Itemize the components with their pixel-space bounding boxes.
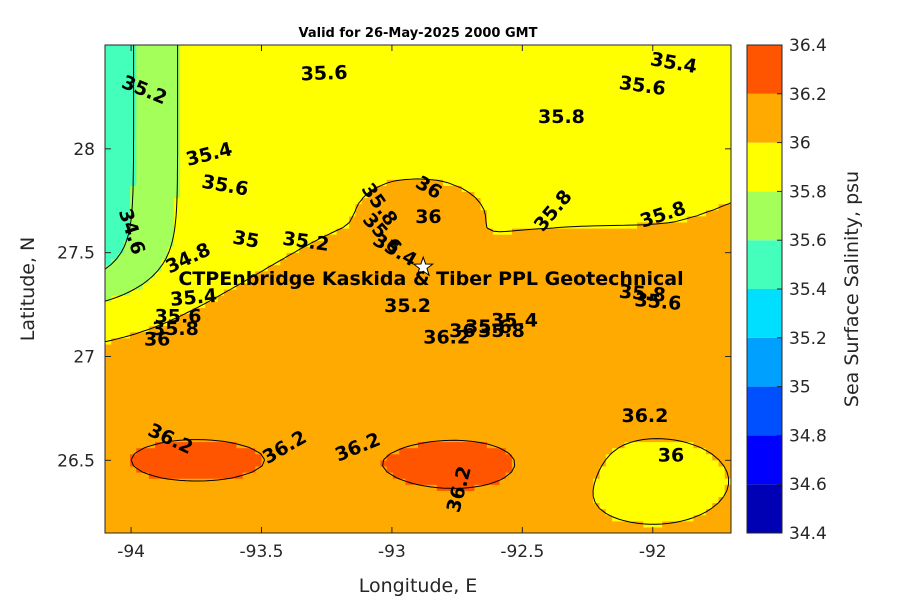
annotation-group: CTPEnbridge Kaskida & Tiber PPL Geotechn… bbox=[178, 255, 684, 290]
colorbar-segment bbox=[747, 93, 782, 143]
contour-line bbox=[105, 45, 179, 302]
colorbar-segment bbox=[747, 240, 782, 289]
contour-label: 35.6 bbox=[634, 289, 683, 315]
contour-label: 36 bbox=[449, 320, 475, 342]
contour-line bbox=[105, 45, 135, 270]
y-tick-label: 27 bbox=[73, 347, 95, 367]
colorbar: 34.4 34.6 34.8 35 35.2 35.4 35.6 35.8 36 36.2 36.4 bbox=[746, 36, 827, 544]
colorbar-tick-label: 35.6 bbox=[789, 231, 827, 251]
contour-label: 35.8 bbox=[478, 320, 525, 342]
colorbar-segment bbox=[747, 386, 782, 436]
contour-lines bbox=[105, 45, 731, 525]
colorbar-segment bbox=[747, 484, 782, 533]
contour-fills bbox=[105, 45, 731, 533]
x-axis-label: Longitude, E bbox=[359, 575, 478, 597]
y-tick-label: 27.5 bbox=[57, 244, 95, 264]
contour-label: 35.8 bbox=[538, 106, 585, 128]
colorbar-segment bbox=[747, 337, 782, 387]
contour-label: 35.6 bbox=[155, 306, 202, 328]
colorbar-tick-label: 35.4 bbox=[789, 280, 827, 300]
contour-line bbox=[105, 178, 731, 525]
site-star-marker bbox=[412, 255, 435, 277]
contour-label: 36 bbox=[144, 328, 170, 350]
contour-label: 36 bbox=[658, 445, 684, 467]
contour-label: 36.2 bbox=[423, 326, 470, 348]
x-tick-label: -93 bbox=[378, 542, 406, 562]
contour-label: 35 bbox=[231, 227, 261, 253]
colorbar-tick-label: 35.2 bbox=[789, 329, 827, 349]
contour-label: 35.6 bbox=[465, 316, 512, 338]
y-tick-label: 26.5 bbox=[57, 451, 95, 471]
colorbar-segment bbox=[747, 435, 782, 485]
colorbar-tick-label: 36 bbox=[789, 134, 811, 154]
x-tick-label: -93.5 bbox=[240, 542, 284, 562]
site-annotation-label: CTPEnbridge Kaskida & Tiber PPL Geotechn… bbox=[178, 268, 683, 290]
colorbar-tick-label: 36.2 bbox=[789, 85, 827, 105]
contour-label: 35.2 bbox=[384, 295, 431, 317]
y-tick-label: 28 bbox=[73, 140, 95, 160]
x-tick-label: -92.5 bbox=[500, 542, 544, 562]
colorbar-label: Sea Surface Salinity, psu bbox=[841, 171, 863, 407]
contour-label: 35.8 bbox=[618, 281, 667, 307]
colorbar-tick-label: 36.4 bbox=[789, 36, 827, 56]
y-axis-label: Latitude, N bbox=[17, 237, 39, 342]
x-axis: -94 -93.5 -93 -92.5 -92 bbox=[117, 45, 667, 562]
colorbar-tick-label: 34.8 bbox=[789, 426, 827, 446]
contour-line bbox=[130, 439, 516, 489]
colorbar-tick-label: 34.4 bbox=[789, 524, 827, 544]
colorbar-segment bbox=[747, 45, 782, 94]
contour-label: 35.4 bbox=[169, 285, 218, 311]
x-tick-label: -92 bbox=[639, 542, 667, 562]
contour-label: 36.2 bbox=[621, 405, 668, 427]
colorbar-segment bbox=[747, 289, 782, 338]
contour-label: 36 bbox=[415, 206, 441, 228]
chart-title: Valid for 26-May-2025 2000 GMT bbox=[299, 26, 538, 41]
colorbar-segment bbox=[747, 191, 782, 241]
colorbar-segment bbox=[747, 142, 782, 192]
colorbar-tick-label: 35 bbox=[789, 378, 811, 398]
contour-label: 35.6 bbox=[300, 62, 348, 86]
y-axis: 26.5 27 27.5 28 bbox=[57, 140, 731, 471]
plot-frame bbox=[104, 44, 732, 534]
colorbar-tick-label: 35.8 bbox=[789, 182, 827, 202]
contour-label: 35.4 bbox=[491, 310, 538, 332]
contour-label: 35.8 bbox=[152, 318, 199, 340]
x-tick-label: -94 bbox=[117, 542, 145, 562]
colorbar-tick-label: 34.6 bbox=[789, 475, 827, 495]
